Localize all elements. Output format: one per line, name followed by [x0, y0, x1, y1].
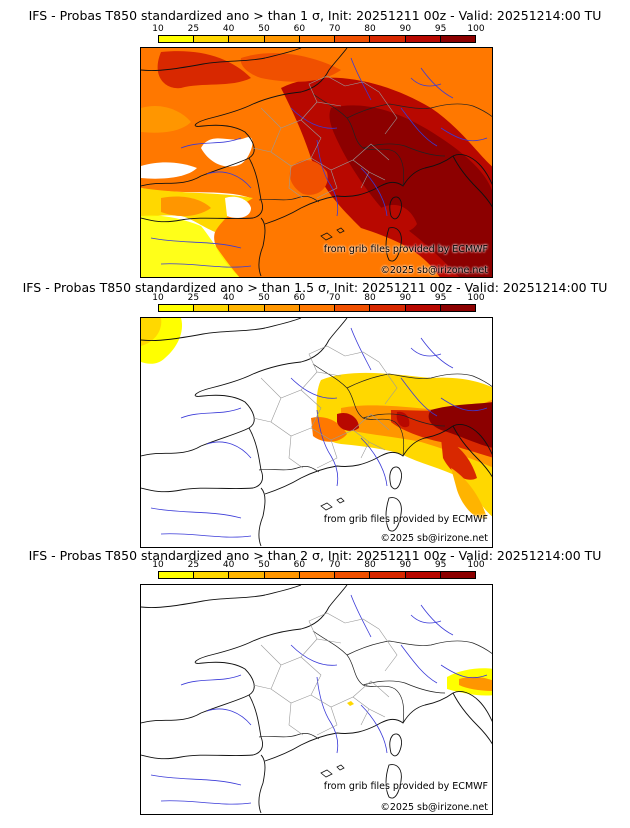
colorbar-tick-label: 60 — [293, 24, 306, 34]
credit-source: from grib files provided by ECMWF — [323, 514, 488, 525]
colorbar-swatch — [194, 36, 230, 42]
colorbar-swatch — [194, 305, 230, 311]
colorbar-tick-label: 100 — [467, 560, 485, 570]
colorbar-swatch — [335, 572, 371, 578]
colorbar-tick-label: 10 — [152, 24, 164, 34]
basemap-outlines — [141, 585, 492, 814]
colorbar-tick-label: 80 — [364, 24, 376, 34]
panel-1: IFS - Probas T850 standardized ano > tha… — [0, 0, 630, 278]
colorbar-swatch — [405, 572, 441, 578]
colorbar-tick-label: 40 — [222, 293, 235, 303]
credit-source: from grib files provided by ECMWF — [323, 244, 488, 255]
colorbar-swatch — [405, 36, 441, 42]
colorbar — [158, 571, 476, 579]
credit-copyright: ©2025 sb@irizone.net — [380, 533, 488, 544]
credit-copyright: ©2025 sb@irizone.net — [380, 802, 488, 813]
colorbar-swatch — [440, 36, 475, 42]
probability-map: from grib files provided by ECMWF ©2025 … — [140, 584, 493, 815]
panel-title: IFS - Probas T850 standardized ano > tha… — [22, 280, 608, 295]
probability-field — [141, 48, 492, 277]
colorbar-swatch — [264, 572, 300, 578]
colorbar-ticks: 10 25 40 50 60 70 80 90 95 100 — [152, 293, 484, 303]
colorbar-swatch — [299, 305, 336, 311]
probability-map: from grib files provided by ECMWF ©2025 … — [140, 317, 493, 548]
colorbar-swatch — [299, 572, 336, 578]
colorbar-tick-label: 95 — [434, 560, 447, 570]
colorbar-tick-label: 25 — [187, 560, 200, 570]
colorbar-swatch — [159, 36, 195, 42]
colorbar-tick-label: 50 — [258, 293, 270, 303]
colorbar-legend: 10 25 40 50 60 70 80 90 95 100 — [152, 560, 485, 581]
colorbar-swatch — [370, 36, 406, 42]
colorbar-ticks: 10 25 40 50 60 70 80 90 95 100 — [152, 24, 484, 34]
colorbar-tick-label: 70 — [328, 560, 341, 570]
credit-copyright: ©2025 sb@irizone.net — [380, 265, 488, 276]
colorbar-swatch — [229, 305, 265, 311]
panel-2: IFS - Probas T850 standardized ano > tha… — [0, 278, 630, 548]
colorbar-swatch — [264, 305, 300, 311]
panel-title: IFS - Probas T850 standardized ano > tha… — [28, 548, 602, 563]
colorbar-swatch — [370, 305, 406, 311]
colorbar-tick-label: 40 — [222, 24, 235, 34]
colorbar-tick-label: 40 — [222, 560, 235, 570]
probability-map: from grib files provided by ECMWF ©2025 … — [140, 47, 493, 278]
colorbar-tick-label: 50 — [258, 560, 270, 570]
colorbar-tick-label: 80 — [364, 560, 376, 570]
colorbar-swatch — [440, 572, 475, 578]
credit-source: from grib files provided by ECMWF — [323, 781, 488, 792]
colorbar-swatch — [159, 305, 195, 311]
colorbar-tick-label: 80 — [364, 293, 376, 303]
colorbar-swatch — [194, 572, 230, 578]
colorbar-swatch — [159, 572, 195, 578]
colorbar-tick-label: 100 — [467, 293, 485, 303]
colorbar-tick-label: 70 — [328, 293, 341, 303]
colorbar-tick-label: 90 — [399, 560, 412, 570]
panel-3: IFS - Probas T850 standardized ano > tha… — [0, 548, 630, 828]
colorbar-swatch — [405, 305, 441, 311]
colorbar-tick-label: 100 — [467, 24, 485, 34]
colorbar-tick-label: 90 — [399, 24, 412, 34]
colorbar-swatch — [335, 305, 371, 311]
colorbar-tick-label: 25 — [187, 24, 200, 34]
colorbar-swatch — [264, 36, 300, 42]
panel-title: IFS - Probas T850 standardized ano > tha… — [28, 8, 602, 23]
colorbar-swatch — [299, 36, 336, 42]
probability-field — [141, 318, 492, 519]
colorbar-tick-label: 95 — [434, 24, 447, 34]
colorbar — [158, 304, 476, 312]
colorbar-tick-label: 70 — [328, 24, 341, 34]
colorbar-swatch — [335, 36, 371, 42]
colorbar-tick-label: 10 — [152, 293, 164, 303]
colorbar-swatch — [370, 572, 406, 578]
colorbar-legend: 10 25 40 50 60 70 80 90 95 100 — [152, 293, 485, 314]
colorbar-tick-label: 25 — [187, 293, 200, 303]
colorbar-tick-label: 95 — [434, 293, 447, 303]
colorbar — [158, 35, 476, 43]
colorbar-swatch — [229, 572, 265, 578]
probability-field — [347, 668, 492, 706]
colorbar-tick-label: 60 — [293, 293, 306, 303]
colorbar-swatch — [229, 36, 265, 42]
colorbar-tick-label: 60 — [293, 560, 306, 570]
colorbar-tick-label: 10 — [152, 560, 164, 570]
colorbar-swatch — [440, 305, 475, 311]
colorbar-tick-label: 90 — [399, 293, 412, 303]
colorbar-tick-label: 50 — [258, 24, 270, 34]
colorbar-legend: 10 25 40 50 60 70 80 90 95 100 — [152, 24, 485, 45]
colorbar-ticks: 10 25 40 50 60 70 80 90 95 100 — [152, 560, 484, 570]
